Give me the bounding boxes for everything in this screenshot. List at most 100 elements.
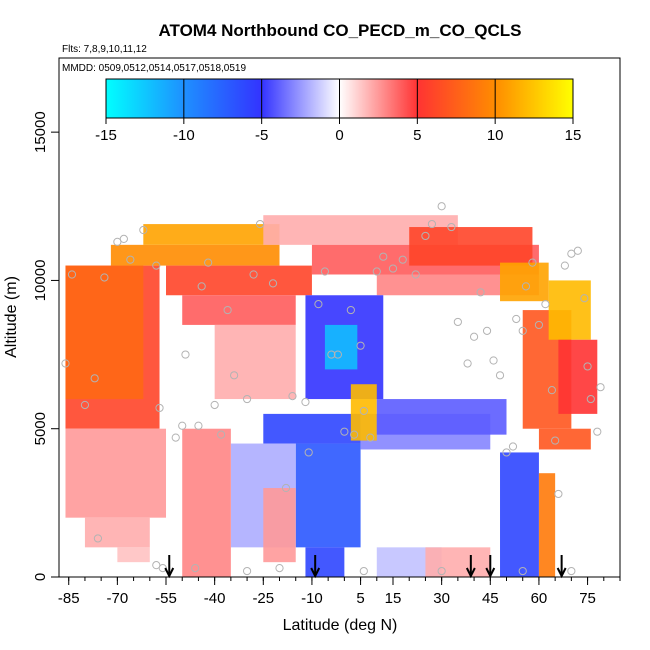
observation-point (61, 359, 70, 368)
y-tick-label: 10000 (32, 260, 49, 302)
heatmap-cell (548, 280, 591, 340)
y-axis-label: Altitude (m) (3, 276, 20, 358)
observation-point (155, 403, 164, 413)
observation-point (359, 566, 368, 576)
observation-point (437, 566, 446, 576)
heatmap-cell (182, 428, 231, 577)
heatmap-cell (409, 227, 533, 266)
observation-point (119, 234, 128, 244)
heatmap-cell (110, 244, 280, 266)
observation-point (223, 305, 232, 315)
observation-point (372, 267, 381, 276)
observation-point (359, 406, 368, 416)
heatmap-cell (166, 265, 312, 296)
observation-point (469, 332, 479, 341)
observation-point (210, 400, 219, 410)
y-tick-label: 5000 (32, 412, 49, 445)
observation-point (495, 371, 505, 380)
heatmap-cell (500, 452, 539, 577)
profile-arrow (310, 555, 321, 579)
observation-point (67, 270, 77, 279)
observation-point (502, 448, 511, 457)
heatmap-cell (500, 262, 549, 302)
heatmap-cell (295, 443, 361, 548)
observation-point (586, 394, 595, 404)
heatmap-cell (350, 384, 377, 441)
observation-point (421, 231, 430, 241)
observation-point (482, 326, 492, 335)
heatmap-cell (376, 399, 507, 435)
observation-point (349, 430, 359, 439)
observation-point (508, 442, 518, 451)
observation-point (194, 421, 203, 430)
observation-point (178, 421, 187, 430)
heatmap-cell (538, 428, 591, 450)
observation-point (255, 219, 265, 229)
observation-point (301, 397, 310, 407)
observation-point (398, 255, 407, 264)
observation-point (583, 362, 592, 371)
y-tick-label: 0 (32, 573, 49, 581)
profile-arrow (556, 555, 567, 579)
observation-point (191, 564, 200, 573)
observation-point (567, 249, 576, 258)
observation-point (547, 386, 557, 395)
y-axis: 0 5000 10000 15000 (32, 111, 59, 581)
profile-arrow (485, 555, 496, 579)
observation-point (580, 294, 589, 303)
observation-point (93, 534, 103, 543)
observation-point (340, 427, 349, 436)
observation-point (356, 341, 365, 350)
observation-point (453, 317, 462, 327)
x-tick-label: 75 (579, 590, 596, 607)
observation-point (593, 427, 602, 436)
heatmap-cell (263, 488, 296, 563)
colorbar-tick-label: 5 (413, 127, 421, 144)
observation-point (304, 448, 313, 457)
observation-point (573, 246, 582, 255)
profile-arrow (465, 555, 476, 579)
observation-point (463, 359, 472, 368)
observation-point (268, 279, 278, 288)
x-tick-label: -10 (301, 590, 323, 607)
heatmap-cell (65, 428, 167, 518)
observation-point (518, 566, 527, 576)
observation-point (152, 261, 161, 270)
observation-point (242, 394, 252, 404)
observation-point (551, 436, 560, 445)
x-tick-label: -55 (155, 590, 177, 607)
x-tick-label: -70 (107, 590, 129, 607)
heatmap-plot (61, 202, 605, 579)
x-axis: -85 -70 -55 -40 -25 -10 5 15 30 45 60 75 (58, 577, 621, 607)
observation-point (567, 566, 576, 576)
observation-point (100, 273, 109, 282)
heatmap-cell (214, 324, 296, 400)
observation-point (327, 350, 336, 359)
profile-arrow (164, 555, 175, 579)
x-tick-label: 30 (433, 590, 450, 607)
observation-point (204, 258, 213, 267)
colorbar-tick-label: -5 (255, 127, 268, 144)
observation-point (249, 270, 258, 279)
observation-point (596, 383, 605, 392)
heatmap-cell (117, 547, 150, 563)
observation-point (541, 300, 550, 309)
dates-subtitle: MMDD: 0509,0512,0514,0517,0518,0519 (62, 63, 246, 74)
observation-point (534, 320, 544, 330)
x-tick-label: -25 (252, 590, 274, 607)
observation-point (80, 400, 90, 410)
plot-frame (58, 57, 621, 578)
heatmap-cell (538, 473, 556, 577)
x-axis-label: Latitude (deg N) (283, 617, 398, 634)
observation-point (197, 282, 206, 291)
observation-point (411, 270, 420, 279)
heatmap-cell (143, 224, 280, 245)
x-tick-label: -40 (204, 590, 226, 607)
observation-point (320, 267, 330, 276)
y-tick-label: 15000 (32, 111, 49, 153)
observation-point (333, 350, 342, 359)
colorbar-tick-label: 0 (335, 127, 343, 144)
observation-point (90, 374, 99, 383)
observation-point (521, 282, 531, 291)
